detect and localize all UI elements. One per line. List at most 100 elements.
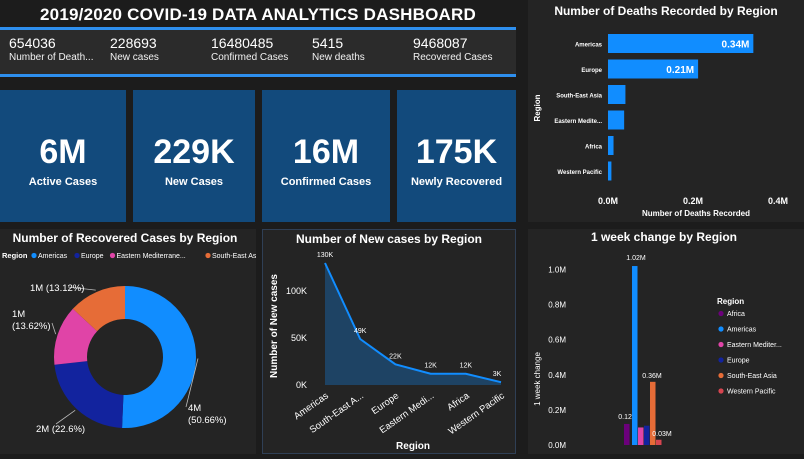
chart-title: 1 week change by Region: [591, 230, 737, 244]
pie-slice[interactable]: [72, 286, 125, 332]
pie-slice[interactable]: [54, 361, 124, 428]
bar[interactable]: [632, 266, 638, 445]
bar[interactable]: [638, 427, 644, 445]
bar[interactable]: [644, 425, 650, 445]
category-label: Western Pacific: [557, 170, 602, 176]
bar[interactable]: [608, 110, 625, 130]
legend-marker: [718, 310, 724, 317]
pie-slice[interactable]: [122, 286, 197, 428]
bar[interactable]: [608, 59, 699, 79]
leader-line: [55, 410, 76, 425]
legend-marker: [718, 372, 724, 379]
card-label: Confirmed Cases: [280, 176, 372, 188]
slice-label: 1M: [12, 309, 25, 320]
card-label: Newly Recovered: [410, 176, 503, 188]
y-tick-label: 0.4M: [548, 371, 566, 380]
legend-item[interactable]: Europe: [727, 358, 750, 365]
legend-item[interactable]: South-East Asia: [727, 373, 777, 380]
x-tick-label: 0.2M: [683, 196, 703, 206]
legend-title: Region: [2, 251, 28, 260]
legend-item[interactable]: Western Pacific: [727, 389, 776, 396]
card-label: New Cases: [164, 176, 224, 188]
chart-title: Number of Deaths Recorded by Region: [554, 4, 777, 18]
stat-value: 16480485: [211, 35, 274, 51]
recovered-by-region-chart: Number of Recovered Cases by Region Regi…: [2, 231, 262, 435]
legend-item[interactable]: Europe: [81, 253, 104, 260]
stats-strip: 654036 Number of Death... 228693 New cas…: [0, 27, 516, 77]
stat-new-cases: 228693 New cases: [110, 35, 159, 65]
y-tick-label: 0K: [296, 380, 307, 390]
stat-value: 5415: [312, 35, 344, 51]
bar[interactable]: [656, 439, 662, 445]
card-active-cases[interactable]: 6M Active Cases: [0, 90, 126, 222]
legend-item[interactable]: Eastern Mediter...: [727, 342, 782, 349]
data-label: 22K: [389, 353, 402, 360]
legend-marker: [74, 252, 80, 259]
card-label: Active Cases: [28, 176, 98, 188]
bar[interactable]: [608, 136, 614, 155]
stat-confirmed: 16480485 Confirmed Cases: [211, 35, 288, 65]
x-tick-label: 0.0M: [598, 196, 618, 206]
week-change-panel: 1 week change by Region 1 week change 0.…: [528, 229, 804, 454]
legend-item[interactable]: Africa: [727, 311, 745, 318]
legend-marker: [109, 252, 116, 259]
card-newly-recovered[interactable]: 175K Newly Recovered: [397, 90, 516, 222]
legend-marker: [205, 252, 211, 259]
data-label: 3K: [493, 371, 502, 378]
card-value: 6M: [39, 133, 87, 171]
card-value: 229K: [153, 133, 235, 171]
legend-item[interactable]: Americas: [727, 327, 757, 334]
y-axis-label: 1 week change: [533, 352, 542, 406]
series-line[interactable]: [324, 262, 502, 384]
data-label: 1.02M: [626, 255, 646, 262]
y-tick-label: 0.0M: [548, 441, 566, 450]
x-tick-label: Africa: [445, 390, 472, 413]
bar[interactable]: [624, 423, 630, 445]
data-label: 0.21M: [666, 65, 694, 76]
category-label: Europe: [581, 68, 602, 74]
category-label: Africa: [585, 145, 603, 151]
legend-marker: [718, 388, 724, 394]
data-label: 49K: [354, 328, 367, 335]
stat-label: New deaths: [312, 52, 365, 63]
new-cases-by-region-panel: Number of New cases by Region Number of …: [262, 229, 516, 454]
data-label: 12K: [424, 363, 437, 370]
bar[interactable]: [608, 34, 754, 53]
chart-title: Number of Recovered Cases by Region: [13, 231, 238, 245]
chart-title: Number of New cases by Region: [296, 232, 482, 246]
card-confirmed-cases[interactable]: 16M Confirmed Cases: [262, 90, 390, 222]
data-label: 0.12M: [618, 414, 638, 421]
y-tick-label: 1.0M: [548, 266, 566, 275]
stat-label: Confirmed Cases: [211, 52, 289, 63]
x-axis-label: Region: [396, 441, 430, 452]
y-axis-label: Region: [533, 94, 542, 121]
area-fill: [325, 263, 501, 385]
y-tick-label: 0.6M: [548, 336, 566, 345]
stat-recovered: 9468087 Recovered Cases: [413, 35, 492, 65]
legend-item[interactable]: Eastern Mediterrane...: [117, 253, 186, 260]
y-tick-label: 50K: [291, 333, 307, 343]
data-label: 0.36M: [642, 373, 662, 380]
stat-value: 228693: [110, 35, 157, 51]
legend-marker: [718, 341, 724, 348]
bar[interactable]: [608, 85, 626, 104]
legend-item[interactable]: South-East Asia: [212, 253, 262, 260]
legend-item[interactable]: Americas: [38, 253, 68, 260]
stat-deaths: 654036 Number of Death...: [9, 35, 93, 65]
week-change-chart: 1 week change by Region 1 week change 0.…: [533, 230, 782, 450]
bar[interactable]: [650, 381, 656, 445]
card-new-cases[interactable]: 229K New Cases: [133, 90, 255, 222]
slice-label: 2M (22.6%): [36, 424, 85, 435]
x-axis-label: Number of Deaths Recorded: [642, 209, 750, 218]
y-tick-label: 100K: [286, 286, 307, 296]
slice-label: 1M (13.12%): [30, 283, 84, 294]
pie-slice[interactable]: [54, 308, 98, 365]
legend-marker: [718, 326, 724, 332]
stat-label: New cases: [110, 52, 159, 63]
leader-line: [185, 358, 199, 408]
deaths-by-region-panel: Number of Deaths Recorded by Region Regi…: [528, 0, 804, 222]
slice-label-pct: (13.62%): [12, 321, 51, 332]
recovered-by-region-panel: Number of Recovered Cases by Region Regi…: [0, 229, 262, 454]
data-label: 0.34M: [722, 40, 750, 51]
bar[interactable]: [608, 161, 612, 181]
